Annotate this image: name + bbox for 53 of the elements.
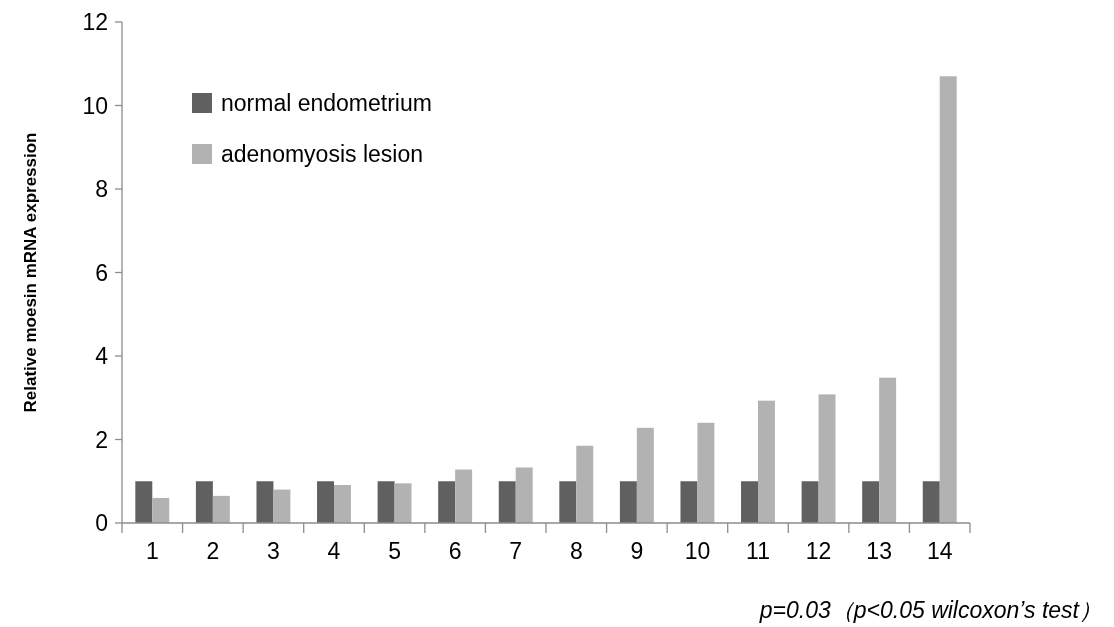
bar <box>559 481 577 523</box>
bar <box>862 481 880 523</box>
y-tick-label: 8 <box>95 176 108 202</box>
bar <box>619 481 637 523</box>
bar <box>334 485 351 523</box>
y-tick-label: 12 <box>82 9 108 35</box>
bar <box>273 489 291 523</box>
text: p=0.03（p<0.05 wilcoxon’s test） <box>758 597 1102 623</box>
y-tick-label: 10 <box>82 92 108 119</box>
x-tick-label: 8 <box>569 538 583 564</box>
x-tick-label: 7 <box>509 538 523 564</box>
bar <box>680 481 698 523</box>
x-tick-label: 9 <box>630 538 644 564</box>
x-tick-label: 14 <box>926 538 953 564</box>
bar <box>697 422 715 523</box>
bar <box>394 483 412 523</box>
x-tick-label: 10 <box>684 538 711 564</box>
bar <box>758 400 775 523</box>
bar <box>377 481 395 523</box>
bar <box>195 481 213 523</box>
x-tick-label: 2 <box>206 538 220 564</box>
bar <box>922 481 940 523</box>
y-axis-title: Relative moesin mRNA expression <box>21 132 40 413</box>
bar <box>212 495 230 523</box>
x-tick-label: 6 <box>448 538 462 564</box>
bar <box>879 377 897 523</box>
x-tick-label: 1 <box>145 538 159 564</box>
bar <box>498 481 516 523</box>
bar <box>135 481 153 523</box>
x-tick-label: 13 <box>866 538 892 564</box>
y-tick-label: 0 <box>95 510 108 536</box>
bar <box>801 481 819 523</box>
bar <box>256 481 274 523</box>
bar <box>455 469 473 523</box>
bar <box>939 76 957 523</box>
x-tick-label: 11 <box>746 538 770 564</box>
bar <box>152 497 170 523</box>
y-tick-label: 4 <box>95 343 109 369</box>
bar <box>515 467 533 523</box>
y-tick-label: 6 <box>95 259 108 286</box>
legend-label: normal endometrium <box>221 90 432 116</box>
x-tick-label: 3 <box>267 538 280 564</box>
y-tick-label: 2 <box>95 426 108 453</box>
bar <box>636 427 654 523</box>
legend-label: adenomyosis lesion <box>221 141 424 167</box>
x-tick-label: 12 <box>805 538 832 564</box>
x-tick-label: 4 <box>327 538 341 564</box>
bar <box>317 481 334 523</box>
bar <box>576 445 594 523</box>
bar <box>438 481 456 523</box>
x-tick-label: 5 <box>388 538 401 564</box>
bar <box>741 481 758 523</box>
bar <box>818 394 836 523</box>
